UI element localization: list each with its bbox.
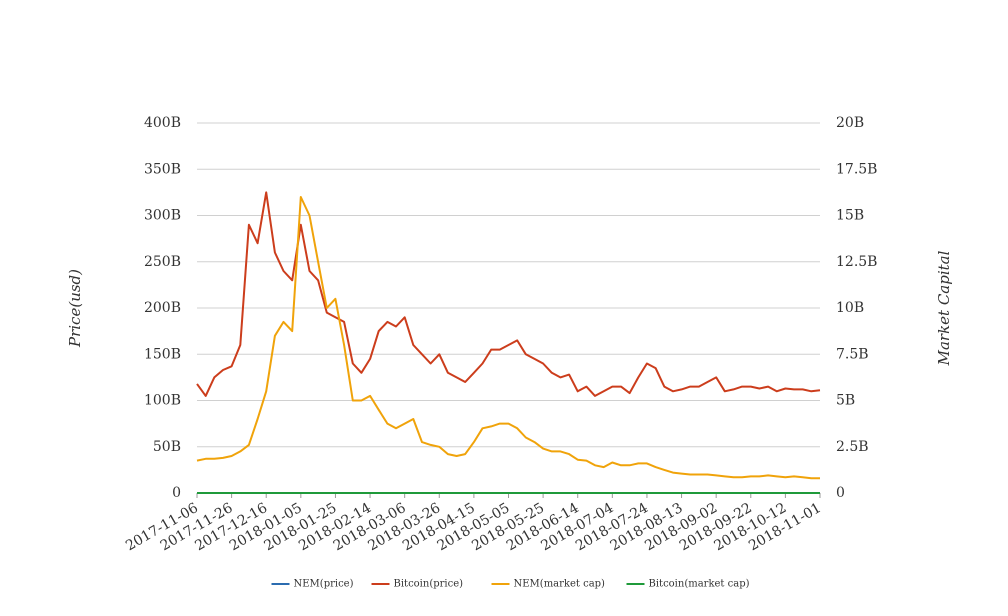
legend-label: NEM(market cap) (514, 579, 606, 590)
y2-tick-label: 15B (836, 208, 864, 224)
y-tick-label: 100B (144, 393, 181, 409)
y2-axis-title: Market Capital (935, 250, 953, 366)
series-line (196, 191, 821, 397)
y2-tick-label: 0 (836, 485, 845, 501)
y-axis-title: Price(usd) (66, 269, 84, 348)
y2-tick-label: 12.5B (836, 254, 877, 270)
y2-tick-label: 20B (836, 115, 864, 131)
y-tick-label: 400B (144, 115, 181, 131)
legend-label: Bitcoin(price) (394, 579, 464, 590)
y-tick-label: 0 (172, 485, 181, 501)
y-tick-label: 350B (144, 161, 181, 177)
y-tick-label: 200B (144, 300, 181, 316)
y2-tick-label: 17.5B (836, 161, 877, 177)
legend-label: Bitcoin(market cap) (649, 579, 750, 590)
y2-tick-label: 7.5B (836, 346, 869, 362)
y-tick-label: 300B (144, 208, 181, 224)
y-tick-label: 150B (144, 346, 181, 362)
y-tick-label: 250B (144, 254, 181, 270)
series-line (196, 196, 820, 480)
y2-tick-label: 5B (836, 393, 855, 409)
y2-tick-label: 2.5B (836, 439, 869, 455)
legend-label: NEM(price) (294, 579, 354, 590)
y2-tick-label: 10B (836, 300, 864, 316)
y-tick-label: 50B (153, 439, 181, 455)
